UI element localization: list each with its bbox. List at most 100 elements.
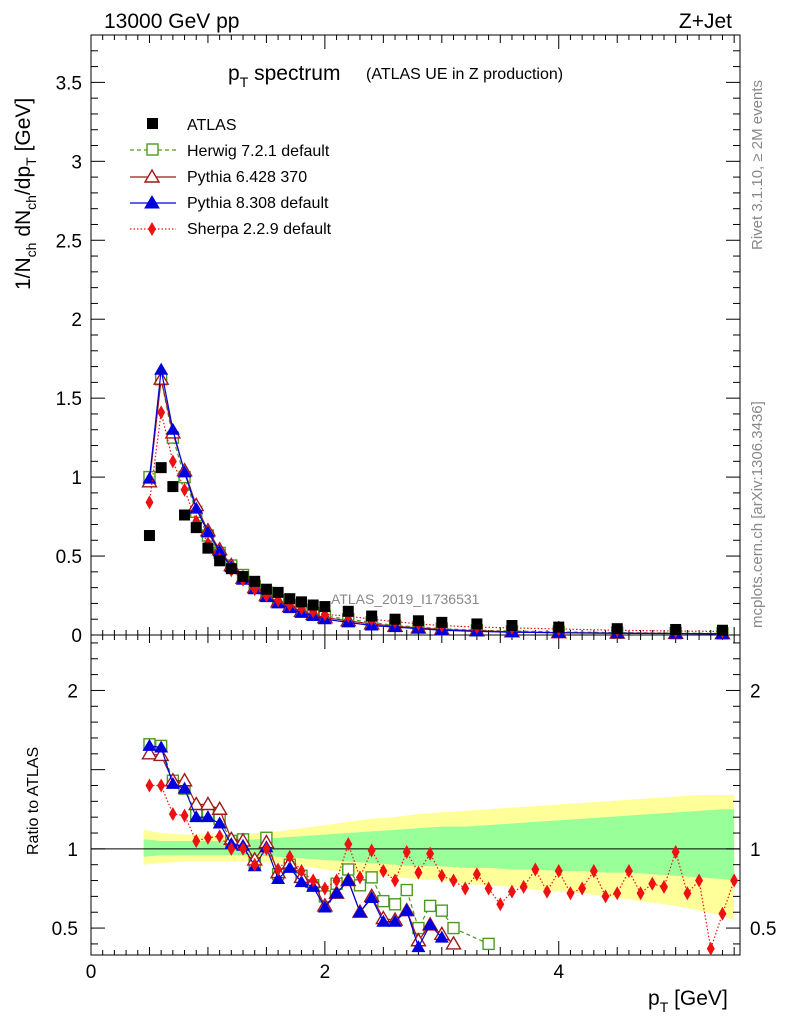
ratio-point-sherpa-2-2-9-default [449, 873, 458, 888]
main-line-herwig-7-2-1-default [148, 379, 723, 635]
ratio-point-pythia-8-308-default [352, 905, 367, 918]
main-point-atlas [716, 624, 728, 636]
ratio-point-sherpa-2-2-9-default [402, 845, 411, 860]
x-axis-label: pT [GeV] [648, 987, 728, 1015]
ratio-point-pythia-8-308-default [364, 890, 379, 903]
legend-label-pythia6: Pythia 6.428 370 [187, 169, 307, 186]
ratio-y-tick-label-right: 0.5 [750, 919, 776, 940]
x-tick-label: 2 [320, 962, 331, 983]
ratio-point-pythia-8-308-default [142, 738, 157, 751]
ratio-y-tick-label-left: 1 [67, 840, 78, 861]
legend-marker-atlas [147, 118, 158, 129]
ratio-point-pythia-8-308-default [434, 930, 449, 943]
y-tick-label: 1 [71, 468, 82, 489]
ratio-y-tick-label-right: 2 [750, 681, 761, 702]
ratio-point-sherpa-2-2-9-default [203, 830, 212, 845]
ratio-point-sherpa-2-2-9-default [297, 864, 306, 879]
ratio-point-herwig-7-2-1-default [388, 898, 402, 911]
ratio-point-sherpa-2-2-9-default [379, 864, 388, 879]
main-point-atlas [202, 542, 214, 554]
ratio-point-sherpa-2-2-9-default [636, 886, 645, 901]
ratio-point-sherpa-2-2-9-default [227, 841, 236, 856]
plot-title: pT spectrum (ATLAS UE in Z production) [228, 62, 563, 90]
main-point-atlas [506, 620, 518, 632]
ratio-point-sherpa-2-2-9-default [332, 873, 341, 888]
ratio-point-sherpa-2-2-9-default [309, 873, 318, 888]
ratio-point-pythia-8-308-default [423, 917, 438, 930]
ratio-point-sherpa-2-2-9-default [472, 867, 481, 882]
ratio-point-sherpa-2-2-9-default [554, 864, 563, 879]
y-tick-label: 3.5 [56, 73, 82, 94]
y-tick-label: 2.5 [56, 231, 82, 252]
main-point-atlas [307, 599, 319, 611]
ratio-point-pythia-8-308-default [411, 940, 426, 953]
ratio-point-sherpa-2-2-9-default [461, 881, 470, 896]
legend-label-herwig: Herwig 7.2.1 default [187, 143, 330, 160]
ratio-point-herwig-7-2-1-default [377, 894, 390, 908]
legend-label-sherpa: Sherpa 2.2.9 default [187, 221, 332, 238]
ratio-point-sherpa-2-2-9-default [695, 873, 704, 888]
main-point-atlas [284, 593, 296, 605]
ratio-point-sherpa-2-2-9-default [355, 870, 364, 885]
ratio-point-sherpa-2-2-9-default [157, 778, 166, 793]
ratio-point-sherpa-2-2-9-default [145, 778, 154, 793]
ratio-point-sherpa-2-2-9-default [507, 884, 516, 899]
data-series [141, 362, 739, 956]
main-point-atlas [412, 615, 424, 627]
legend-marker-herwig [146, 143, 159, 156]
main-point-atlas [342, 605, 354, 617]
legend-entry-herwig: Herwig 7.2.1 default [130, 143, 330, 160]
ratio-point-pythia-8-308-default [271, 871, 286, 884]
uncertainty-bands [143, 795, 735, 921]
x-tick-label: 0 [86, 962, 97, 983]
collision-label: 13000 GeV pp [104, 10, 239, 33]
main-point-pythia-8-308-default [177, 465, 192, 478]
ratio-point-sherpa-2-2-9-default [624, 864, 633, 879]
ratio-series-sherpa-2-2-9-default [145, 778, 739, 956]
ratio-point-sherpa-2-2-9-default [250, 857, 259, 872]
main-point-atlas [295, 596, 307, 608]
ratio-point-sherpa-2-2-9-default [274, 862, 283, 877]
ratio-point-pythia-8-308-default [388, 914, 403, 927]
y-axis-label-ratio: Ratio to ATLAS [25, 747, 42, 855]
ratio-point-sherpa-2-2-9-default [519, 879, 528, 894]
main-point-atlas [389, 613, 401, 625]
ratio-point-sherpa-2-2-9-default [262, 841, 271, 856]
main-point-pythia-8-308-default [189, 501, 204, 514]
main-point-pythia-8-308-default [212, 544, 227, 557]
ratio-point-sherpa-2-2-9-default [706, 941, 715, 956]
ratio-point-pythia-8-308-default [282, 860, 297, 873]
main-point-atlas [366, 610, 378, 622]
process-label: Z+Jet [679, 10, 732, 33]
ratio-point-sherpa-2-2-9-default [344, 837, 353, 852]
main-point-pythia-6-428-370 [152, 370, 170, 385]
ratio-point-pythia-8-308-default [317, 900, 332, 913]
title-p: p [228, 62, 240, 85]
main-point-atlas [155, 462, 167, 474]
ratio-point-pythia-8-308-default [165, 776, 180, 789]
ratio-point-sherpa-2-2-9-default [671, 845, 680, 860]
ratio-point-sherpa-2-2-9-default [730, 873, 739, 888]
ratio-point-sherpa-2-2-9-default [391, 873, 400, 888]
ratio-point-sherpa-2-2-9-default [239, 841, 248, 856]
y-tick-label: 0.5 [56, 547, 82, 568]
ratio-point-herwig-7-2-1-default [400, 883, 413, 897]
ratio-point-pythia-8-308-default [399, 903, 414, 916]
ratio-point-herwig-7-2-1-default [365, 871, 378, 884]
svg-text:pT spectrum: pT spectrum [228, 62, 340, 90]
ratio-point-pythia-8-308-default [329, 886, 344, 899]
ratio-point-sherpa-2-2-9-default [648, 876, 657, 891]
legend-marker-pythia6 [143, 168, 161, 183]
ratio-point-herwig-7-2-1-default [435, 904, 449, 917]
ratio-point-pythia-6-428-370 [445, 935, 462, 950]
main-point-atlas [167, 481, 179, 493]
main-point-atlas [611, 623, 623, 635]
ratio-point-pythia-8-308-default [294, 875, 309, 888]
ratio-point-sherpa-2-2-9-default [285, 849, 294, 864]
main-point-atlas [225, 563, 237, 575]
ratio-y-tick-label-left: 0.5 [52, 919, 78, 940]
ratio-point-sherpa-2-2-9-default [215, 829, 224, 844]
ratio-y-tick-label-right: 1 [750, 840, 761, 861]
ratio-point-sherpa-2-2-9-default [531, 862, 540, 877]
